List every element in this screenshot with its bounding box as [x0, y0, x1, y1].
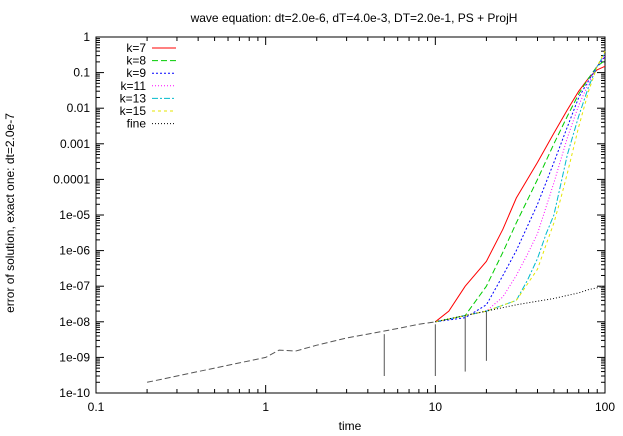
series-line-common — [146, 321, 436, 383]
x-axis-label: time — [339, 419, 362, 433]
x-tick-label: 10 — [429, 400, 443, 414]
chart-title: wave equation: dt=2.0e-6, dT=4.0e-3, DT=… — [190, 11, 518, 25]
y-tick-label: 1 — [83, 30, 90, 44]
y-tick-label: 1e-05 — [59, 208, 90, 222]
legend-label: k=7 — [126, 41, 146, 55]
legend-label: k=11 — [121, 79, 147, 93]
y-tick-label: 1e-08 — [59, 315, 90, 329]
series-line-k-7 — [434, 65, 606, 323]
x-tick-label: 1 — [262, 400, 269, 414]
series-line-k-13 — [435, 52, 606, 323]
y-tick-label: 1e-09 — [59, 350, 90, 364]
y-tick-label: 0.001 — [60, 137, 90, 151]
axis-ticks: 0.1 1 10 100 1e-10 1e-09 1e-08 1e-07 1e-06 1e-05 0… — [53, 30, 615, 414]
legend-label: k=15 — [120, 104, 147, 118]
x-tick-label: 100 — [595, 400, 615, 414]
plot-frame — [95, 36, 606, 394]
y-tick-label: 1e-10 — [59, 386, 90, 400]
x-tick-label: 0.1 — [88, 400, 105, 414]
series-line-k-8 — [435, 60, 606, 323]
y-tick-label: 0.01 — [67, 101, 91, 115]
y-tick-label: 0.0001 — [53, 172, 90, 186]
y-axis-label: error of solution, exact one: dt=2.0e-7 — [3, 113, 17, 313]
series-line-k-15 — [435, 50, 606, 323]
y-tick-label: 1e-06 — [59, 244, 90, 258]
series-line-k-9 — [435, 56, 606, 323]
legend-label: k=8 — [126, 54, 146, 68]
legend-label: k=9 — [126, 66, 146, 80]
y-tick-label: 1e-07 — [59, 279, 90, 293]
legend-label: k=13 — [120, 91, 147, 105]
y-tick-label: 0.1 — [73, 66, 90, 80]
data-layer — [146, 50, 606, 383]
legend-label: fine — [127, 117, 147, 131]
